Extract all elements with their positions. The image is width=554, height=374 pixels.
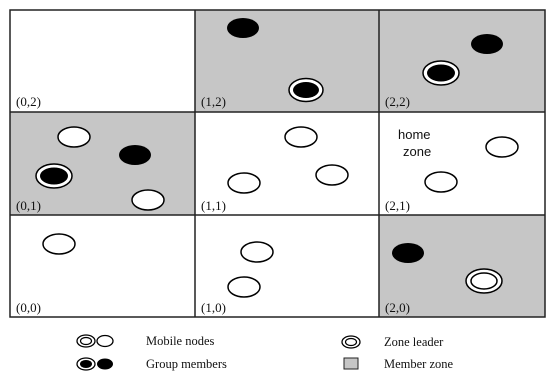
zone-2-0-fill — [379, 215, 545, 317]
grid-lines — [9, 9, 546, 318]
mobile-node — [227, 172, 261, 194]
home-zone-label-line2: zone — [403, 144, 431, 159]
mobile-node — [42, 233, 76, 255]
legend-member-zone-swatch — [343, 357, 359, 370]
zone-leader-node — [465, 268, 503, 294]
zone-label-0-1: (0,1) — [16, 198, 41, 213]
mobile-node — [57, 126, 91, 148]
legend-zone-leader-label: Zone leader — [384, 335, 444, 349]
zone-leader-group-member-node — [422, 60, 460, 86]
zone-1-0-fill — [195, 215, 379, 317]
zone-2-1-fill — [379, 112, 545, 215]
mobile-node — [131, 189, 165, 211]
zone-label-1-1: (1,1) — [201, 198, 226, 213]
legend-group-members-icon — [76, 357, 113, 371]
legend-group-members-label: Group members — [146, 357, 227, 371]
zone-0-2-fill — [10, 10, 195, 112]
zone-label-2-1: (2,1) — [385, 198, 410, 213]
zone-1-1-fill — [195, 112, 379, 215]
zone-label-0-2: (0,2) — [16, 94, 41, 109]
zone-label-2-0: (2,0) — [385, 300, 410, 315]
legend-mobile-nodes-label: Mobile nodes — [146, 334, 215, 348]
zone-label-1-2: (1,2) — [201, 94, 226, 109]
mobile-node — [424, 171, 458, 193]
zone-label-1-0: (1,0) — [201, 300, 226, 315]
legend: Mobile nodes Group members Zone leader M… — [76, 334, 454, 371]
mobile-node — [485, 136, 519, 158]
home-zone-label-line1: home — [398, 127, 431, 142]
mobile-node — [284, 126, 318, 148]
legend-member-zone-label: Member zone — [384, 357, 454, 371]
zone-label-2-2: (2,2) — [385, 94, 410, 109]
legend-zone-leader-icon — [341, 335, 361, 349]
zone-leader-group-member-node — [35, 163, 73, 189]
zone-1-2-fill — [195, 10, 379, 112]
group-member-node — [119, 145, 151, 165]
mobile-node — [240, 241, 274, 263]
mobile-node — [315, 164, 349, 186]
zone-0-0-fill — [10, 215, 195, 317]
group-member-node — [392, 243, 424, 263]
mobile-node — [227, 276, 261, 298]
zone-label-0-0: (0,0) — [16, 300, 41, 315]
zone-2-2-fill — [379, 10, 545, 112]
group-member-node — [227, 18, 259, 38]
zone-leader-group-member-node — [288, 77, 324, 103]
group-member-node — [471, 34, 503, 54]
legend-mobile-nodes-icon — [76, 334, 114, 348]
